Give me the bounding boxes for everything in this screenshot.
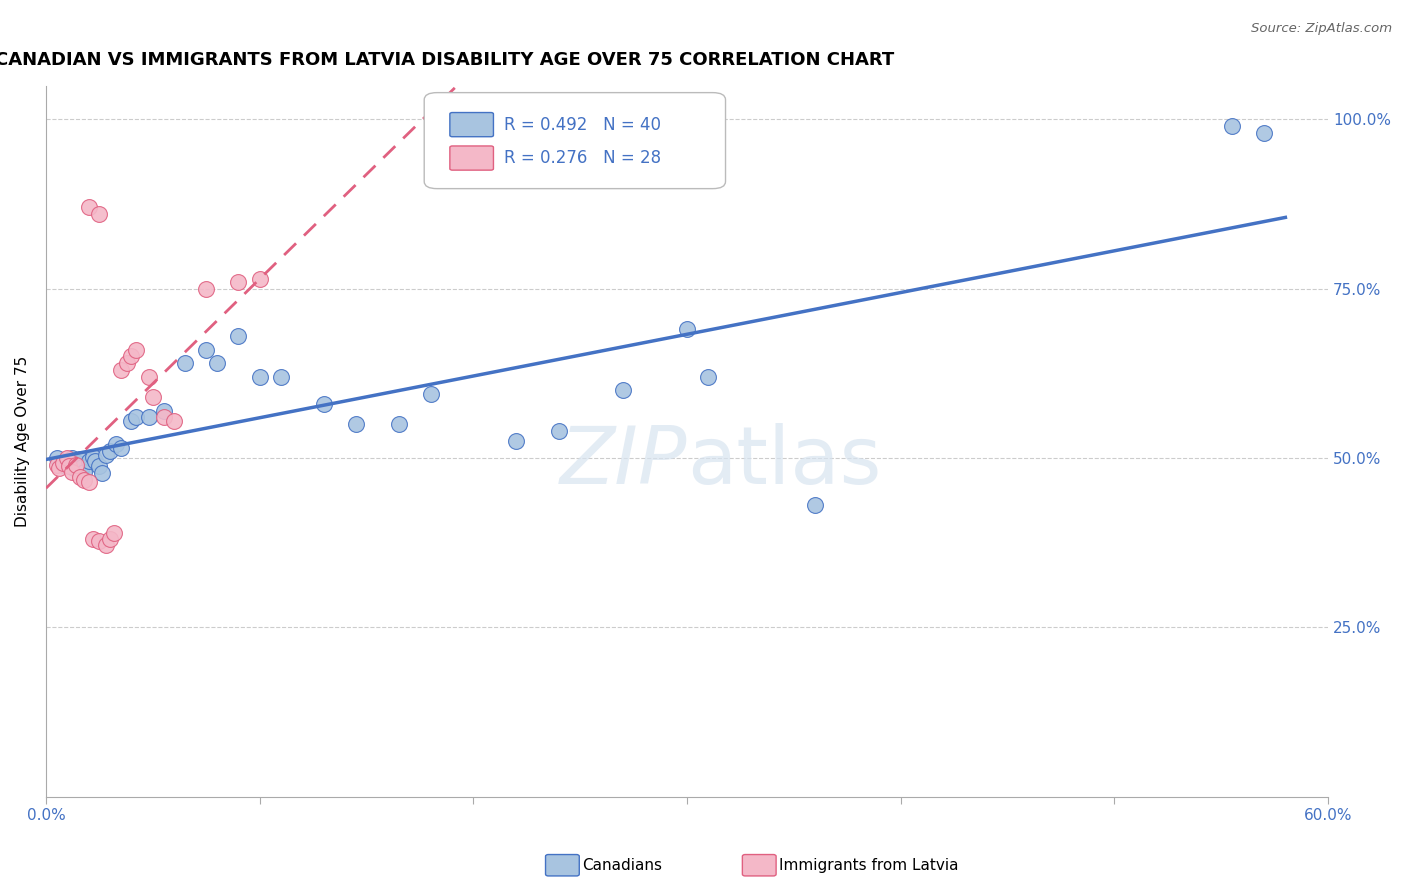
Point — [226, 329, 249, 343]
Point — [98, 444, 121, 458]
Point — [110, 363, 132, 377]
Point — [90, 466, 112, 480]
Point — [73, 473, 96, 487]
Point — [249, 271, 271, 285]
Point — [72, 459, 94, 474]
Point — [94, 538, 117, 552]
Point — [387, 417, 409, 432]
Point — [69, 452, 91, 467]
FancyBboxPatch shape — [450, 146, 494, 170]
Point — [60, 450, 83, 465]
Point — [45, 458, 67, 472]
Point — [89, 459, 111, 474]
Point — [195, 282, 218, 296]
Point — [1253, 126, 1275, 140]
Point — [547, 424, 569, 438]
Point — [89, 533, 111, 548]
Point — [56, 450, 79, 465]
Point — [505, 434, 527, 448]
Point — [77, 475, 100, 489]
Text: R = 0.492   N = 40: R = 0.492 N = 40 — [503, 116, 661, 134]
Point — [419, 386, 441, 401]
Point — [45, 450, 67, 465]
Point — [82, 533, 104, 547]
Point — [163, 414, 186, 428]
Point — [56, 454, 79, 468]
Point — [62, 461, 84, 475]
Point — [697, 369, 720, 384]
Text: atlas: atlas — [688, 424, 882, 501]
Point — [103, 525, 125, 540]
Point — [120, 414, 142, 428]
Point — [48, 461, 70, 475]
Text: R = 0.276   N = 28: R = 0.276 N = 28 — [503, 149, 661, 167]
Point — [58, 459, 80, 474]
Text: Immigrants from Latvia: Immigrants from Latvia — [779, 858, 959, 872]
Point — [84, 454, 107, 468]
Point — [94, 448, 117, 462]
Text: CANADIAN VS IMMIGRANTS FROM LATVIA DISABILITY AGE OVER 75 CORRELATION CHART: CANADIAN VS IMMIGRANTS FROM LATVIA DISAB… — [0, 51, 894, 69]
Point — [65, 458, 87, 472]
Text: ZIP: ZIP — [560, 424, 688, 501]
Point — [52, 457, 75, 471]
Point — [249, 369, 271, 384]
Point — [66, 457, 89, 471]
FancyBboxPatch shape — [425, 93, 725, 188]
Point — [152, 403, 174, 417]
Y-axis label: Disability Age Over 75: Disability Age Over 75 — [15, 356, 30, 526]
Point — [105, 437, 128, 451]
Point — [60, 465, 83, 479]
Point — [73, 465, 96, 479]
Point — [173, 356, 195, 370]
Text: Canadians: Canadians — [582, 858, 662, 872]
Point — [152, 410, 174, 425]
Point — [205, 356, 228, 370]
Point — [52, 458, 75, 472]
Point — [77, 201, 100, 215]
Point — [110, 441, 132, 455]
Point — [115, 356, 138, 370]
Point — [89, 207, 111, 221]
Point — [612, 384, 634, 398]
Point — [120, 350, 142, 364]
Text: Source: ZipAtlas.com: Source: ZipAtlas.com — [1251, 22, 1392, 36]
Point — [804, 499, 827, 513]
Point — [138, 410, 160, 425]
Point — [125, 410, 148, 425]
FancyBboxPatch shape — [450, 112, 494, 136]
Point — [676, 322, 699, 336]
Point — [77, 454, 100, 468]
Point — [82, 450, 104, 464]
Point — [142, 390, 165, 404]
Point — [98, 533, 121, 547]
Point — [1220, 119, 1243, 133]
Point — [195, 343, 218, 357]
Point — [312, 397, 335, 411]
Point — [344, 417, 367, 432]
Point — [226, 275, 249, 289]
Point — [125, 343, 148, 357]
Point — [138, 369, 160, 384]
Point — [270, 369, 292, 384]
Point — [69, 470, 91, 484]
